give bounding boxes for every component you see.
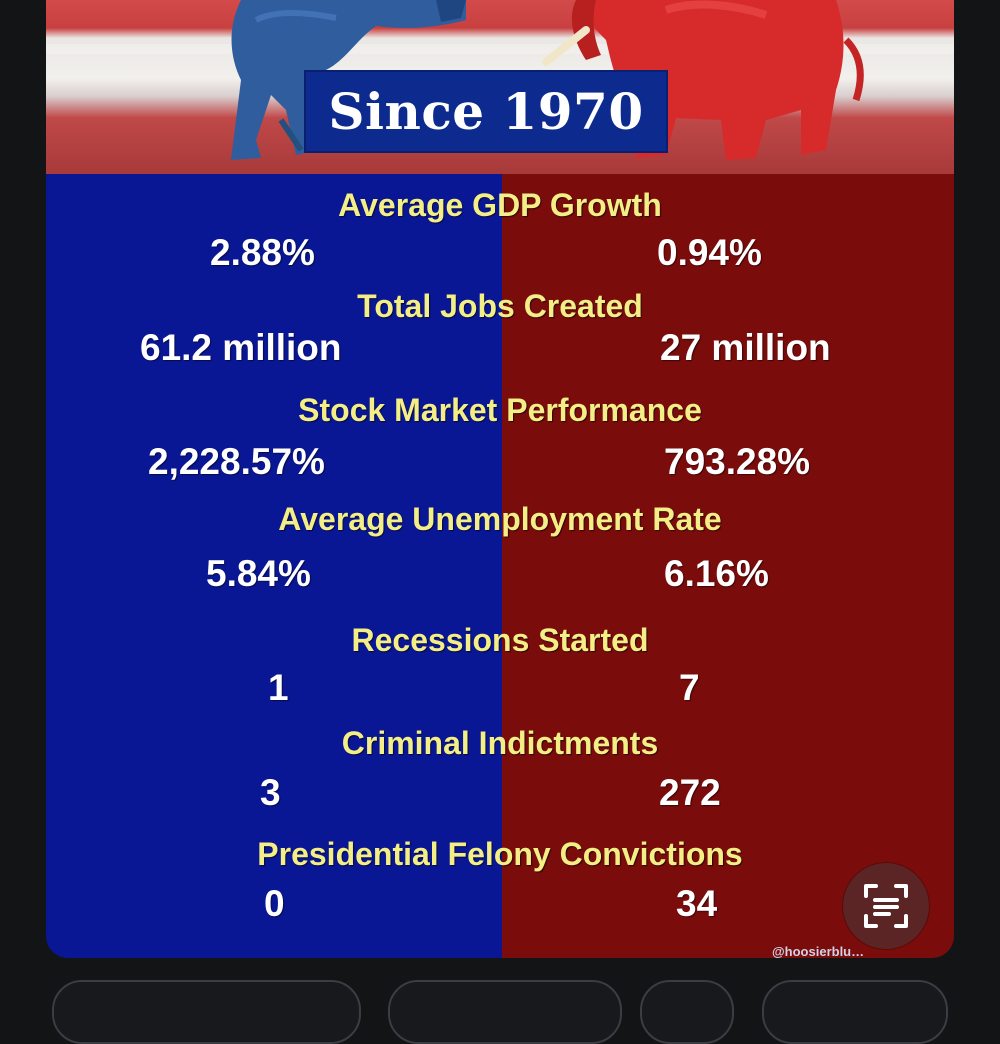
page-title: Since 1970 [328, 82, 644, 141]
stat-right-recessions: 7 [679, 667, 700, 708]
text-scan-icon [864, 884, 908, 928]
democrat-panel [46, 174, 502, 958]
flag-banner: Since 1970 [46, 0, 954, 174]
stat-left-recessions: 1 [268, 667, 289, 708]
stat-left-jobs-created: 61.2 million [140, 327, 342, 368]
stat-label-stock-market: Stock Market Performance [298, 392, 702, 428]
stat-right-gdp-growth: 0.94% [657, 232, 762, 273]
stat-left-gdp-growth: 2.88% [210, 232, 315, 273]
stat-label-unemployment: Average Unemployment Rate [278, 501, 722, 537]
text-scan-button[interactable] [843, 863, 929, 949]
bottom-action-button[interactable] [388, 980, 622, 1044]
stat-label-indictments: Criminal Indictments [341, 725, 659, 761]
republican-panel [502, 174, 954, 958]
bottom-action-button[interactable] [52, 980, 361, 1044]
stat-label-jobs-created: Total Jobs Created [357, 288, 643, 324]
stat-right-indictments: 272 [659, 772, 721, 813]
watermark: @hoosierblu… [772, 944, 865, 959]
stat-left-stock-market: 2,228.57% [148, 441, 325, 482]
stat-label-recessions: Recessions Started [351, 622, 649, 658]
stat-left-indictments: 3 [260, 772, 281, 813]
stat-label-felony-convictions: Presidential Felony Convictions [257, 836, 743, 872]
stat-label-gdp-growth: Average GDP Growth [338, 187, 662, 223]
stat-right-jobs-created: 27 million [660, 327, 831, 368]
banner-stripe [46, 44, 954, 54]
bottom-action-button[interactable] [762, 980, 948, 1044]
stat-right-stock-market: 793.28% [664, 441, 811, 482]
bottom-action-button[interactable] [640, 980, 734, 1044]
stat-left-unemployment: 5.84% [206, 553, 311, 594]
title-box: Since 1970 [304, 70, 668, 153]
donkey-icon [231, 0, 466, 160]
stat-right-felony-convictions: 34 [676, 883, 718, 924]
stat-right-unemployment: 6.16% [664, 553, 769, 594]
infographic-card: Since 1970 Average GDP Growth 2.88% 0.94… [46, 0, 954, 958]
stat-left-felony-convictions: 0 [264, 883, 285, 924]
